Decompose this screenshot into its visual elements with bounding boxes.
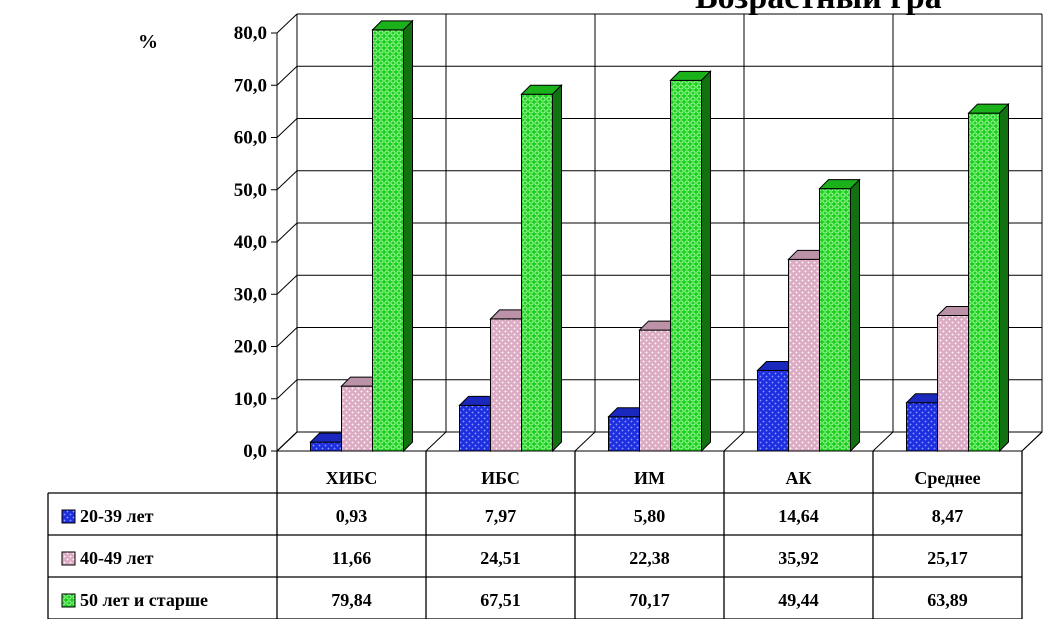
data-label: 35,92 (778, 548, 819, 568)
data-label: 63,89 (927, 590, 968, 610)
legend-swatch (61, 593, 76, 608)
bar-front (906, 402, 938, 452)
bar-2-0 (371, 19, 414, 453)
bar-front (490, 318, 522, 452)
category-label: ХИБС (326, 468, 378, 488)
bar-front (819, 188, 851, 452)
y-axis-label: % (138, 31, 158, 53)
bar-front (459, 404, 491, 452)
bar-side (701, 70, 711, 453)
data-label: 11,66 (332, 548, 372, 568)
legend-entry: 50 лет и старше (80, 590, 208, 610)
gridline-side (276, 379, 298, 400)
data-label: 49,44 (778, 590, 819, 610)
bar-front (521, 93, 553, 452)
category-label: АК (785, 468, 811, 488)
bar-front (788, 258, 820, 452)
data-label: 67,51 (480, 590, 521, 610)
y-tick-label: 50,0 (234, 180, 267, 201)
category-label: ИМ (634, 468, 665, 488)
data-table: ХИБС ИБС ИМ АК Среднее 20-39 лет 0,93 7,97 5,80 1… (47, 451, 1023, 620)
bar-side (403, 19, 413, 453)
category-label: ИБС (481, 468, 520, 488)
bar-front (341, 385, 373, 452)
data-label: 0,93 (336, 506, 368, 526)
bar-front (757, 370, 789, 452)
bar-front (608, 416, 640, 452)
bar-side (850, 178, 860, 453)
floor-divider (425, 431, 447, 452)
y-tick-label: 10,0 (234, 389, 267, 410)
bar-front (639, 329, 671, 452)
floor-divider (723, 431, 745, 452)
y-tick-label: 40,0 (234, 232, 267, 253)
gridline-side (276, 222, 298, 243)
floor-divider (872, 431, 894, 452)
data-label: 7,97 (485, 506, 517, 526)
floor-divider (574, 431, 596, 452)
gridline-side (276, 13, 298, 34)
data-label: 24,51 (480, 548, 521, 568)
gridline-side (276, 170, 298, 191)
tick-labels: 0,0 10,0 20,0 30,0 40,0 50,0 60,0 70,0 80,0 (234, 23, 267, 462)
bar-front (968, 112, 1000, 452)
bar-front (372, 29, 404, 452)
bar-front (310, 441, 342, 452)
bar-2-2 (669, 70, 712, 453)
data-label: 25,17 (927, 548, 968, 568)
y-tick-label: 20,0 (234, 337, 267, 358)
bar-2-1 (520, 84, 563, 453)
chart-title: Возрастный гра (695, 0, 942, 16)
y-tick-label: 80,0 (234, 23, 267, 44)
legend-swatch (61, 551, 76, 566)
bar-side (552, 84, 562, 453)
bar-2-3 (818, 178, 861, 453)
bar-2-4 (967, 102, 1010, 453)
data-label: 8,47 (932, 506, 964, 526)
bars (309, 19, 1010, 453)
gridline-side (276, 118, 298, 138)
legend-entry: 20-39 лет (80, 506, 154, 526)
data-label: 70,17 (629, 590, 670, 610)
data-label: 79,84 (331, 590, 372, 610)
category-label: Среднее (914, 468, 980, 488)
gridline-side (276, 65, 298, 86)
y-tick-label: 0,0 (243, 441, 267, 462)
y-tick-label: 70,0 (234, 75, 267, 96)
y-tick-label: 60,0 (234, 128, 267, 149)
y-tick-label: 30,0 (234, 284, 267, 305)
gridline-side (276, 327, 298, 347)
legend-swatch (61, 509, 76, 524)
legend-entry: 40-49 лет (80, 548, 154, 568)
gridline-side (276, 274, 298, 295)
data-label: 14,64 (778, 506, 819, 526)
data-label: 5,80 (634, 506, 666, 526)
bar-front (937, 314, 969, 452)
bar-side (999, 102, 1009, 453)
data-label: 22,38 (629, 548, 670, 568)
bar-front (670, 79, 702, 452)
